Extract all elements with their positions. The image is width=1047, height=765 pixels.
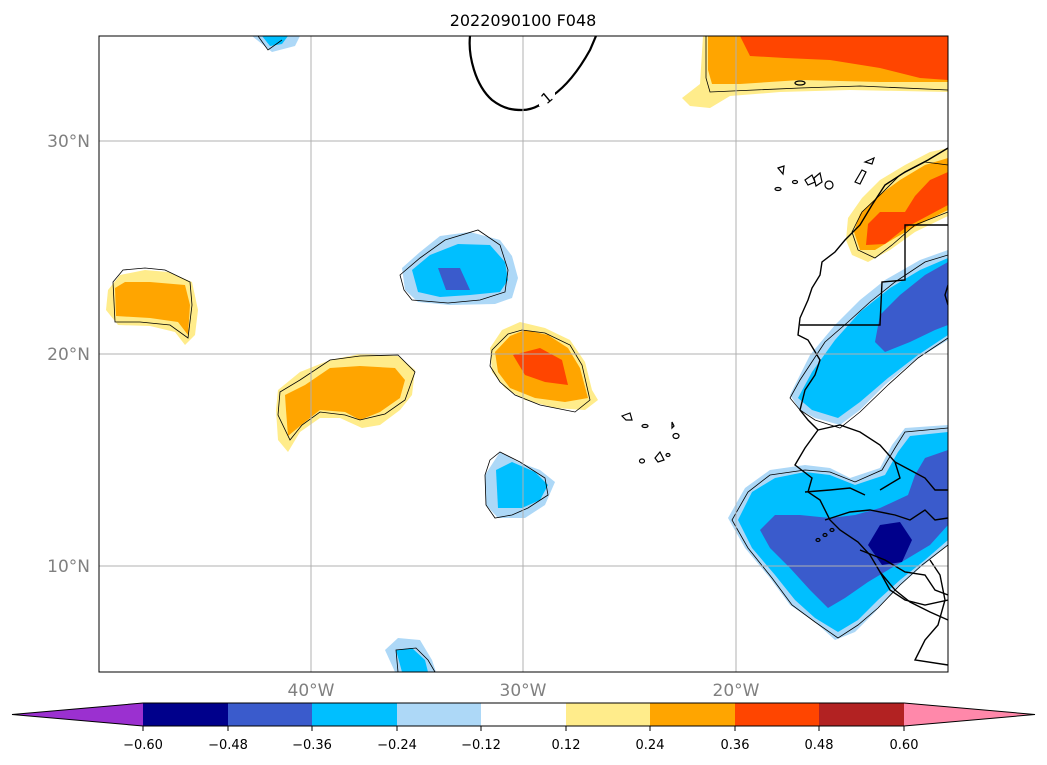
colorbar-segment bbox=[566, 703, 650, 726]
fill-red-orange bbox=[866, 172, 948, 245]
coast-liberia bbox=[879, 571, 948, 621]
colorbar-tick-label: −0.60 bbox=[123, 738, 163, 753]
colorbar-tick-label: −0.48 bbox=[208, 738, 248, 753]
colorbar-tick-label: 0.12 bbox=[552, 738, 581, 753]
colorbar-segment bbox=[397, 703, 481, 726]
island bbox=[671, 421, 675, 430]
island bbox=[863, 156, 875, 165]
island bbox=[654, 450, 665, 463]
colorbar-segment bbox=[650, 703, 735, 726]
anomaly-contours bbox=[112, 36, 948, 672]
contour-line bbox=[112, 267, 193, 339]
island bbox=[794, 80, 806, 86]
negative-anomaly-north bbox=[402, 232, 518, 305]
lon-label-20w: 20°W bbox=[713, 681, 760, 701]
colorbar-segment bbox=[819, 703, 904, 726]
contour-line bbox=[277, 354, 416, 441]
colorbar-tick-label: 0.48 bbox=[805, 738, 834, 753]
fill-mid-blue bbox=[438, 268, 470, 290]
fill-blue bbox=[262, 36, 288, 46]
island bbox=[824, 180, 834, 190]
island bbox=[620, 412, 633, 421]
fill-blue bbox=[496, 462, 548, 508]
border-western-sahara bbox=[800, 224, 948, 326]
plot-title: 2022090100 F048 bbox=[450, 11, 597, 30]
contour-line bbox=[705, 36, 948, 93]
island bbox=[829, 527, 835, 533]
negative-anomaly-west-africa bbox=[728, 425, 948, 640]
positive-anomaly-center bbox=[490, 322, 598, 410]
colorbar-tick-label: −0.24 bbox=[377, 738, 417, 753]
fill-blue bbox=[396, 648, 428, 672]
map-frame bbox=[98, 35, 949, 673]
contour-line bbox=[399, 229, 509, 304]
colorbar-ticks bbox=[142, 726, 905, 731]
lat-label-30n: 30°N bbox=[47, 132, 90, 152]
fill-red-orange bbox=[740, 36, 948, 80]
fill-mid-blue bbox=[875, 262, 948, 352]
lon-label-40w: 40°W bbox=[288, 681, 335, 701]
island bbox=[815, 537, 821, 543]
contour-line bbox=[731, 427, 948, 639]
coastlines bbox=[794, 147, 948, 666]
island bbox=[672, 432, 680, 440]
colorbar: −0.60 −0.48 −0.36 −0.24 −0.12 0.12 0.24 … bbox=[11, 702, 1036, 753]
island bbox=[638, 458, 646, 464]
island bbox=[776, 165, 785, 176]
positive-anomaly-morocco bbox=[846, 148, 948, 262]
island bbox=[791, 179, 799, 185]
coastline-africa bbox=[794, 147, 948, 606]
negative-anomaly-bottom bbox=[385, 638, 436, 672]
border-sierra-leone bbox=[859, 549, 948, 596]
thick-contour-line bbox=[468, 36, 598, 112]
colorbar-extend-low bbox=[12, 703, 143, 726]
border-ivory-coast bbox=[913, 559, 948, 666]
border-guinea bbox=[824, 509, 948, 521]
colorbar-tick-label: 0.24 bbox=[636, 738, 665, 753]
island bbox=[665, 452, 671, 458]
border-mauritania-east bbox=[944, 284, 948, 306]
contour-label-bg bbox=[539, 90, 555, 106]
fill-orange bbox=[285, 366, 405, 436]
lat-label-10n: 10°N bbox=[47, 557, 90, 577]
colorbar-segment bbox=[481, 703, 566, 726]
colorbar-tick-label: 0.36 bbox=[721, 738, 750, 753]
colorbar-tick-label: −0.36 bbox=[292, 738, 332, 753]
positive-anomaly-west bbox=[106, 270, 198, 345]
colorbar-extend-high bbox=[904, 703, 1035, 726]
fill-mid-blue bbox=[760, 450, 948, 608]
contour-line bbox=[257, 36, 283, 51]
border-mali bbox=[894, 461, 948, 491]
island bbox=[774, 186, 782, 192]
island bbox=[854, 169, 867, 185]
colorbar-segment bbox=[228, 703, 312, 726]
colorbar-tick-label: 0.60 bbox=[890, 738, 919, 753]
colorbar-segment bbox=[143, 703, 228, 726]
map-area: 1 bbox=[99, 36, 948, 672]
colorbar-segment bbox=[735, 703, 819, 726]
colorbar-tick-label: −0.12 bbox=[461, 738, 501, 753]
contour-line bbox=[484, 451, 549, 519]
island bbox=[641, 423, 649, 429]
island bbox=[822, 532, 828, 538]
lon-label-30w: 30°W bbox=[500, 681, 547, 701]
lat-label-20n: 20°N bbox=[47, 345, 90, 365]
contour-line bbox=[489, 329, 591, 413]
island bbox=[813, 171, 823, 187]
colorbar-segment bbox=[312, 703, 397, 726]
gridlines bbox=[99, 36, 948, 672]
islands bbox=[620, 80, 875, 543]
fill-orange bbox=[115, 282, 190, 335]
contour-line bbox=[395, 647, 436, 672]
contour-line bbox=[789, 254, 948, 429]
border-senegal bbox=[817, 424, 901, 491]
negative-anomaly-mauritania bbox=[790, 250, 948, 425]
border-gambia bbox=[804, 487, 866, 496]
fill-red-orange bbox=[513, 348, 568, 385]
fill-dark-blue bbox=[868, 522, 912, 565]
